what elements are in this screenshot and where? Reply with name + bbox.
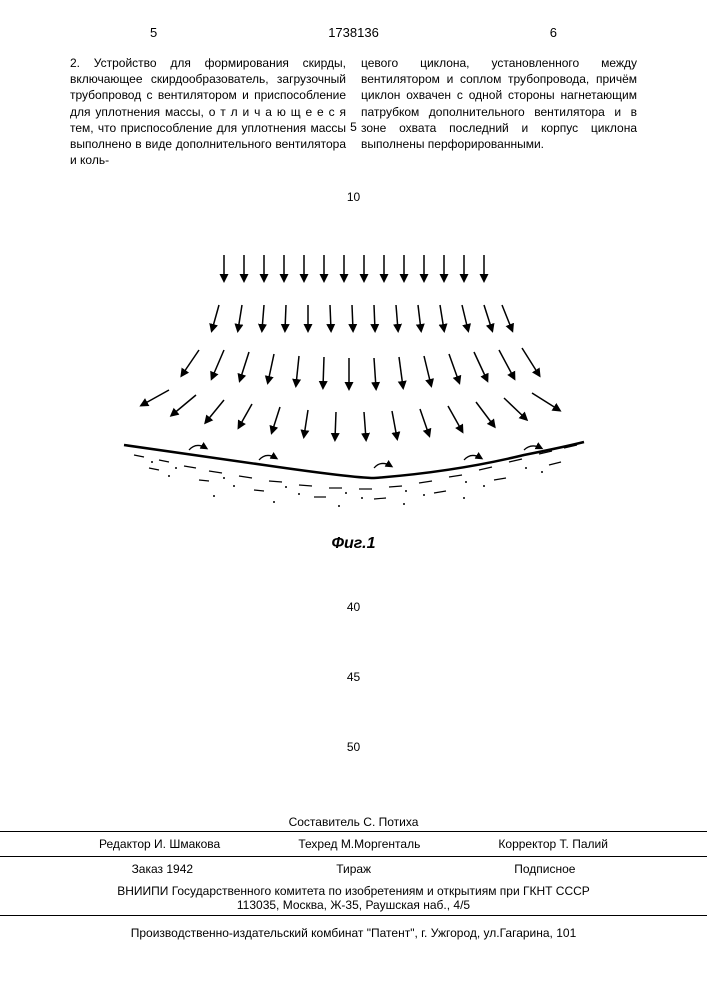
order-number: Заказ 1942 xyxy=(132,862,194,876)
line-marker-50: 50 xyxy=(347,740,360,754)
org-line-2: 113035, Москва, Ж-35, Раушская наб., 4/5 xyxy=(0,898,707,912)
footer-block: Составитель С. Потиха Редактор И. Шмаков… xyxy=(0,815,707,945)
right-column-text: цевого циклона, установленного между вен… xyxy=(361,55,637,168)
publisher-line: Производственно-издательский комбинат "П… xyxy=(0,916,707,945)
left-column-text: 2. Устройство для формирования скирды, в… xyxy=(70,55,346,168)
line-marker-45: 45 xyxy=(347,670,360,684)
patent-number: 1738136 xyxy=(328,25,379,40)
line-marker-5: 5 xyxy=(350,120,357,134)
line-marker-10: 10 xyxy=(347,190,360,204)
right-page-number: 6 xyxy=(550,25,557,40)
compiler-credit: Составитель С. Потиха xyxy=(289,815,419,829)
editor-credit: Редактор И. Шмакова xyxy=(99,837,220,851)
line-marker-40: 40 xyxy=(347,600,360,614)
techred-credit: Техред М.Моргенталь xyxy=(298,837,420,851)
page-header: 5 1738136 6 xyxy=(0,0,707,45)
tirage-label: Тираж xyxy=(336,862,371,876)
subscription-label: Подписное xyxy=(514,862,575,876)
figure-1-diagram xyxy=(114,250,594,530)
org-line-1: ВНИИПИ Государственного комитета по изоб… xyxy=(0,884,707,898)
figure-1-label: Фиг.1 xyxy=(332,535,376,553)
corrector-credit: Корректор Т. Палий xyxy=(498,837,608,851)
body-columns: 2. Устройство для формирования скирды, в… xyxy=(0,45,707,168)
left-page-number: 5 xyxy=(150,25,157,40)
